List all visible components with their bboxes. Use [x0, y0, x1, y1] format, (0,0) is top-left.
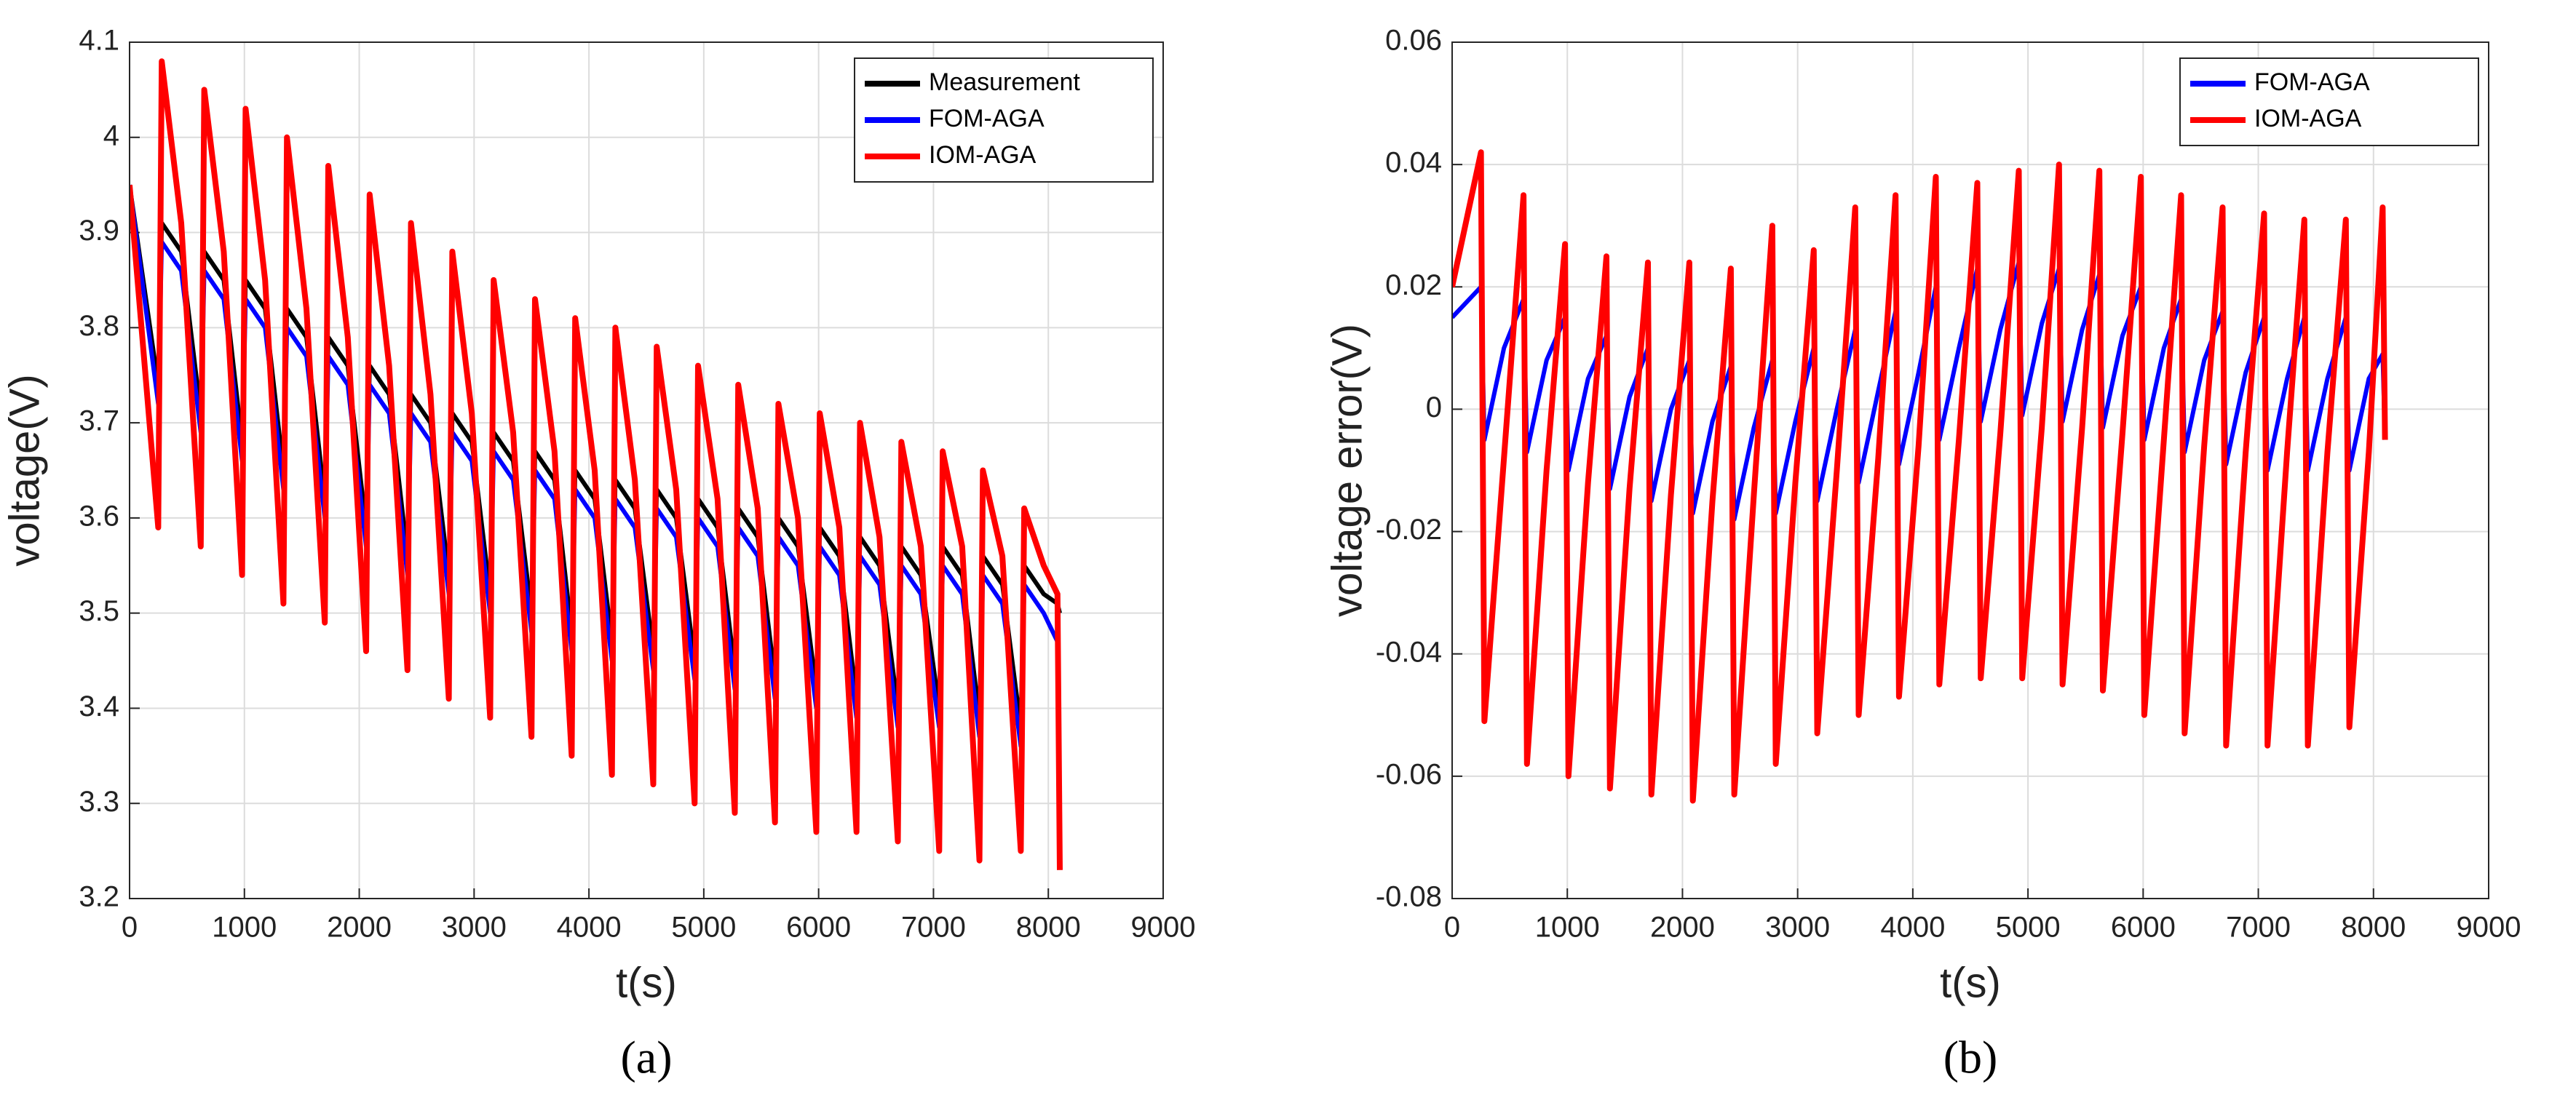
x-tick-label: 7000 [2226, 912, 2291, 944]
y-tick-label: 3.6 [79, 500, 119, 532]
x-tick-label: 3000 [442, 912, 507, 944]
y-tick-label: 0 [1426, 391, 1442, 423]
x-tick-label: 9000 [2457, 912, 2521, 944]
y-tick-label: 0.04 [1385, 147, 1442, 179]
x-tick-label: 4000 [1880, 912, 1945, 944]
x-tick-label: 0 [122, 912, 138, 944]
y-tick-label: 3.5 [79, 595, 119, 627]
y-tick-label: 3.9 [79, 215, 119, 247]
axes-box [1451, 41, 2489, 899]
x-axis-label: t(s) [616, 959, 677, 1006]
y-axis-label: voltage error(V) [1323, 324, 1371, 617]
caption: (a) [620, 1032, 672, 1083]
legend: Measurement FOM-AGA IOM-AGA [854, 57, 1154, 183]
y-tick-label: -0.06 [1376, 758, 1442, 790]
series-line [1452, 149, 2388, 804]
y-tick-label: 0.06 [1385, 25, 1442, 57]
y-tick-label: 4.1 [79, 25, 119, 57]
legend: FOM-AGA IOM-AGA [2179, 57, 2479, 146]
y-tick-label: 0.02 [1385, 269, 1442, 301]
x-axis-label: t(s) [1940, 959, 2001, 1006]
x-tick-label: 4000 [557, 912, 622, 944]
x-tick-label: 0 [1444, 912, 1460, 944]
x-tick-label: 3000 [1765, 912, 1830, 944]
y-tick-label: 3.7 [79, 405, 119, 437]
y-tick-label: -0.08 [1376, 881, 1442, 913]
x-tick-label: 6000 [786, 912, 851, 944]
subplot: 0 1000 2000 3000 4000 5000 6000 7000 8000 9000 -0.… [1323, 25, 2521, 1083]
subplot: 0 1000 2000 3000 4000 5000 6000 7000 8000 9000 3.2… [1, 25, 1195, 1083]
caption: (b) [1943, 1032, 1998, 1083]
x-tick-label: 8000 [2341, 912, 2406, 944]
x-tick-label: 6000 [2111, 912, 2176, 944]
y-tick-label: 3.3 [79, 786, 119, 818]
x-tick-label: 2000 [1650, 912, 1715, 944]
y-tick-label: 3.8 [79, 310, 119, 342]
legend-label: Measurement [929, 68, 1080, 96]
y-axis-label: voltage(V) [1, 374, 48, 566]
axes-box [129, 41, 1164, 899]
legend-label: FOM-AGA [929, 105, 1045, 132]
y-tick-label: -0.04 [1376, 636, 1442, 668]
y-tick-label: 4 [103, 119, 119, 151]
series-line [130, 58, 1063, 870]
y-tick-label: 3.2 [79, 881, 119, 913]
legend-label: IOM-AGA [2254, 105, 2362, 132]
x-tick-label: 8000 [1016, 912, 1081, 944]
x-tick-label: 9000 [1131, 912, 1196, 944]
x-tick-label: 1000 [1535, 912, 1600, 944]
x-tick-label: 2000 [327, 912, 392, 944]
legend-label: FOM-AGA [2254, 68, 2370, 96]
legend-box [2179, 57, 2479, 146]
y-tick-label: -0.02 [1376, 514, 1442, 546]
plot-area [130, 42, 1163, 899]
legend-label: IOM-AGA [929, 141, 1037, 169]
x-tick-label: 5000 [1996, 912, 2061, 944]
plot-area [1452, 42, 2489, 899]
x-tick-label: 1000 [212, 912, 277, 944]
x-tick-label: 7000 [901, 912, 966, 944]
x-tick-label: 5000 [671, 912, 736, 944]
y-tick-label: 3.4 [79, 690, 119, 722]
